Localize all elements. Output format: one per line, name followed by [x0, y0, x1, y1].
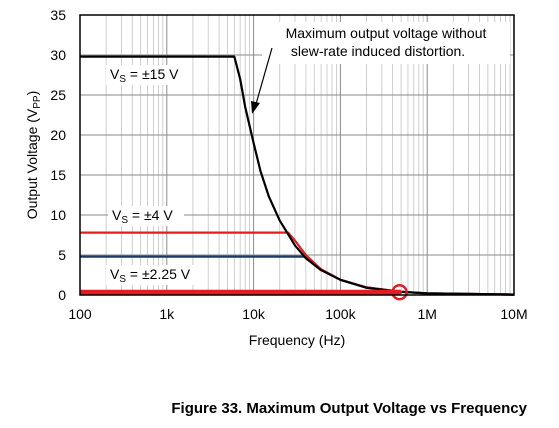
figure-caption-text: Figure 33. Maximum Output Voltage vs Fre…	[171, 400, 527, 417]
x-tick-labels: 100 1k 10k 100k 1M 10M	[68, 306, 527, 322]
annotation-arrow	[255, 47, 273, 105]
series-line	[80, 231, 515, 296]
y-tick-label: 25	[50, 87, 66, 103]
series-label-vs-4-sub: S	[121, 215, 128, 226]
annotation-arrowhead	[251, 101, 260, 114]
y-tick-label: 10	[50, 207, 66, 223]
series-label-vs-2-25-sub: S	[119, 274, 126, 285]
grid-lines	[79, 14, 514, 296]
series-label-vs-4: VS = ±4 V	[108, 206, 184, 226]
series-label-vs-15-rest: = ±15 V	[126, 66, 179, 82]
series-label-vs-15-bg	[106, 65, 192, 85]
series-lines	[80, 55, 515, 296]
series-label-vs-2-25-bg	[106, 265, 204, 285]
y-tick-labels: 0 5 10 15 20 25 30 35	[50, 7, 66, 303]
y-tick-label: 15	[50, 167, 66, 183]
series-label-vs-2-25-rest: = ±2.25 V	[126, 266, 191, 282]
y-tick-label: 20	[50, 127, 66, 143]
y-tick-label: 5	[58, 247, 66, 263]
series-label-vs-15-text: VS = ±15 V	[110, 66, 179, 85]
plot-frame	[79, 14, 515, 296]
y-axis-label-sub: PP	[32, 95, 43, 109]
series-label-vs-2-25: VS = ±2.25 V	[106, 265, 204, 285]
figure-caption: Figure 33. Maximum Output Voltage vs Fre…	[0, 400, 559, 417]
series-label-vs-4-text: VS = ±4 V	[112, 207, 173, 226]
data-marker-center	[397, 289, 403, 295]
y-axis-label-main: Output Voltage (V	[24, 108, 40, 219]
x-tick-label: 10k	[242, 306, 266, 322]
series-label-vs-4-main: V	[112, 207, 122, 223]
data-marker	[391, 283, 408, 301]
marker-layer	[391, 283, 408, 301]
x-tick-label: 1k	[159, 306, 175, 322]
series-label-vs-2-25-main: V	[110, 266, 120, 282]
annotation-box	[262, 22, 510, 64]
y-tick-label: 30	[50, 47, 66, 63]
x-tick-label: 100	[68, 306, 92, 322]
series-label-vs-15: VS = ±15 V	[106, 65, 192, 85]
series-label-vs-4-bg	[108, 206, 184, 226]
series-line	[80, 55, 515, 296]
x-tick-label: 100k	[325, 306, 356, 322]
series-label-vs-2-25-text: VS = ±2.25 V	[110, 266, 191, 285]
y-axis-label: Output Voltage (VPP)	[24, 91, 43, 220]
x-tick-label: 10M	[500, 306, 527, 322]
annotation-line-1: Maximum output voltage without	[286, 25, 487, 41]
x-axis-label: Frequency (Hz)	[249, 332, 345, 348]
y-tick-label: 0	[58, 287, 66, 303]
series-label-vs-15-main: V	[110, 66, 120, 82]
x-tick-label: 1M	[417, 306, 436, 322]
y-tick-label: 35	[50, 7, 66, 23]
series-label-vs-4-rest: = ±4 V	[128, 207, 173, 223]
chart: 100 1k 10k 100k 1M 10M 0 5 10 15 20 25 30 35 Frequen…	[24, 7, 528, 348]
annotation-line-2: slew-rate induced distortion.	[291, 43, 465, 59]
series-label-vs-15-sub: S	[119, 74, 126, 85]
y-axis-label-end: )	[24, 91, 40, 96]
